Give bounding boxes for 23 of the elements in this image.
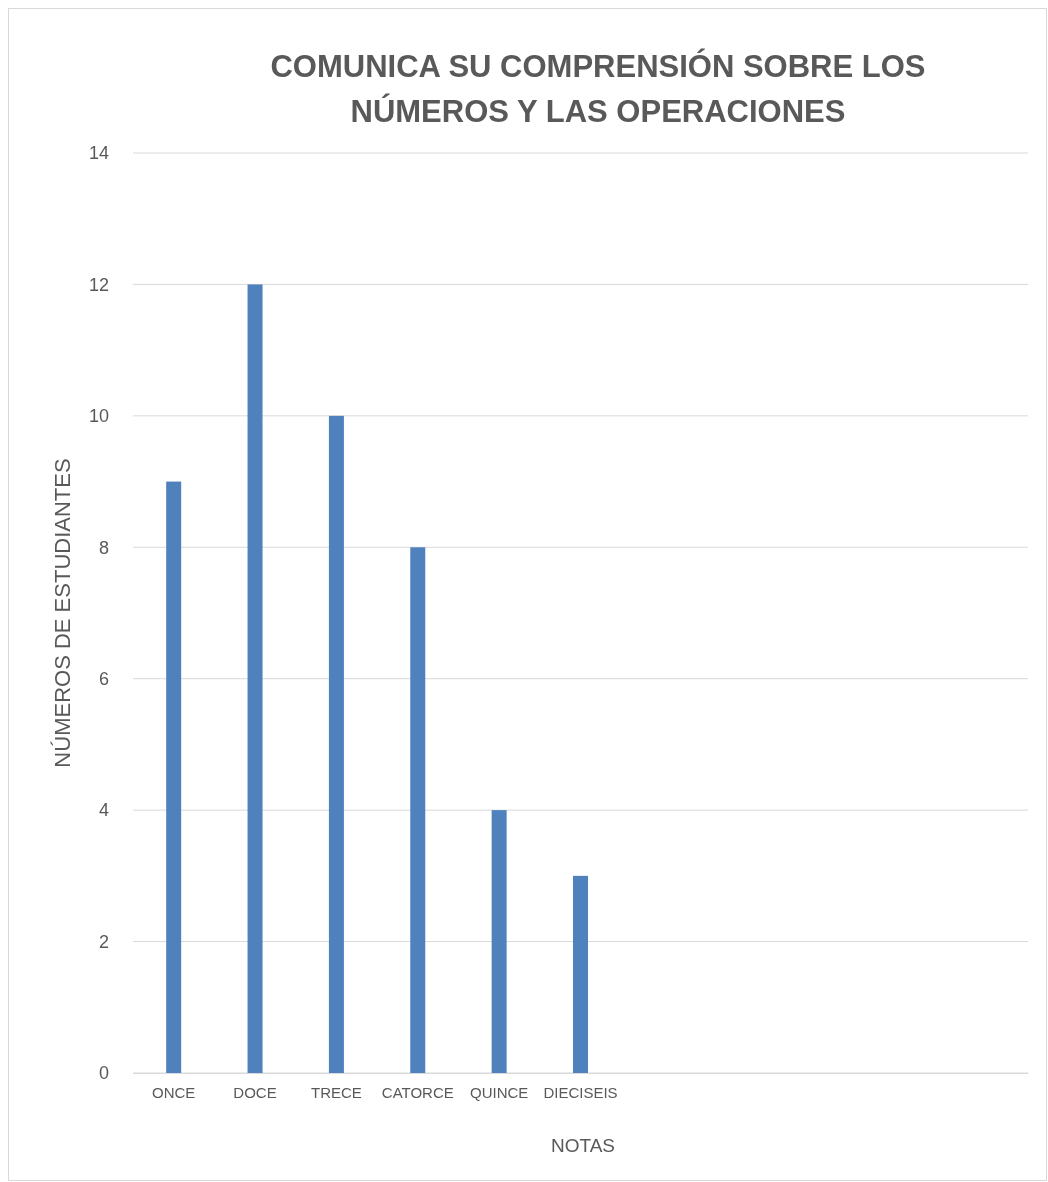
bar [573,875,588,1073]
bar [491,810,507,1073]
y-tick-label: 4 [98,800,109,821]
x-tick-label: DOCE [233,1083,277,1101]
bar [410,547,426,1073]
bar [328,415,344,1073]
bar [166,481,182,1073]
y-tick-label: 10 [88,406,109,427]
x-tick-label: ONCE [152,1083,196,1101]
y-tick-label: 2 [98,931,109,952]
x-tick-label: DIECISEIS [543,1083,618,1101]
y-tick-label: 6 [98,668,109,689]
y-tick-label: 8 [98,537,109,558]
x-tick-label: TRECE [310,1083,362,1101]
y-tick-label: 14 [88,143,109,164]
y-axis-title: NÚMEROS DE ESTUDIANTES [50,458,75,768]
x-tick-label: CATORCE [381,1083,454,1101]
y-tick-label: 12 [88,274,109,295]
y-tick-label: 0 [98,1063,109,1084]
x-tick-label: QUINCE [469,1083,529,1101]
bar [247,284,263,1073]
chart-title: COMUNICA SU COMPRENSIÓN SOBRE LOS NÚMEROS Y LAS OPERACIONES [270,48,926,129]
x-axis-title: NOTAS [550,1135,616,1156]
